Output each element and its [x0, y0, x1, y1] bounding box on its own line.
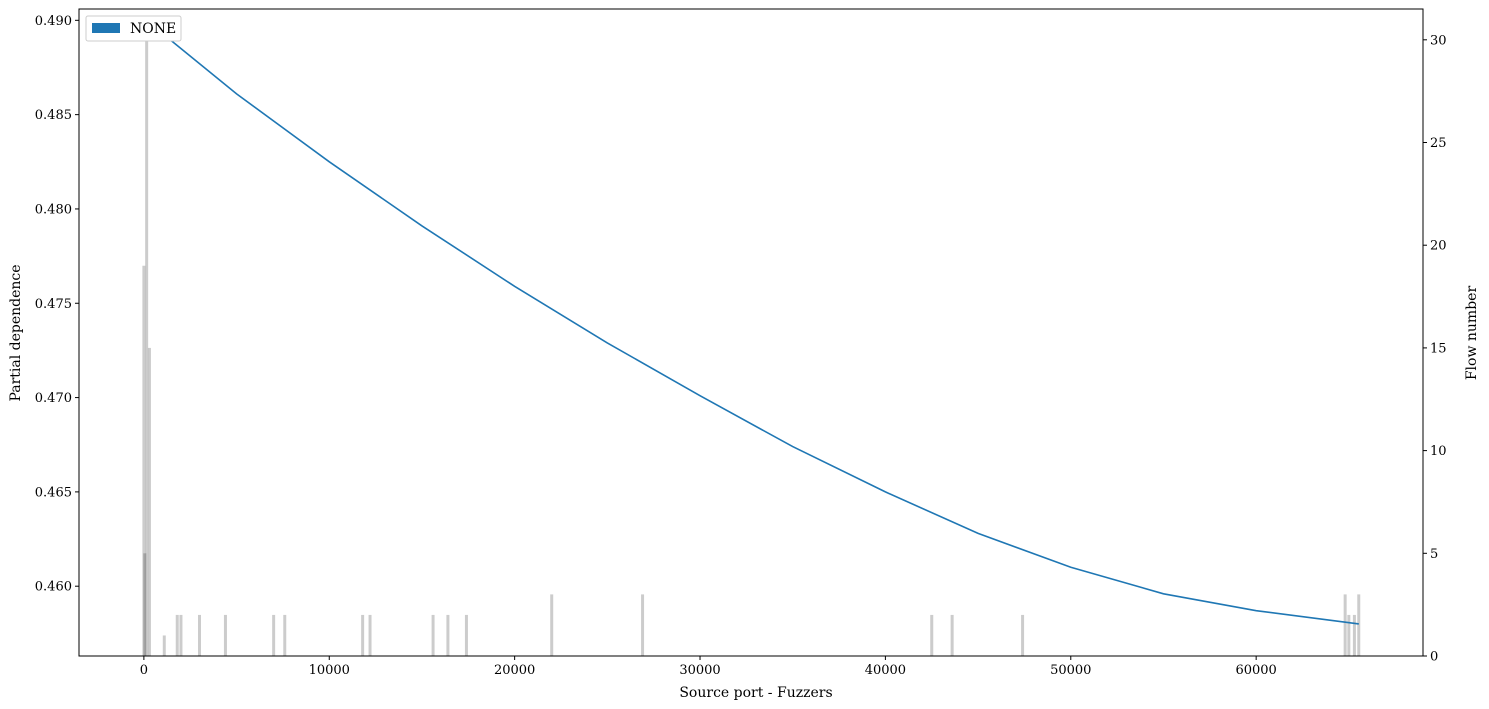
y-axis-label: Partial dependence — [8, 264, 24, 401]
legend-swatch — [92, 23, 120, 33]
histogram-bar — [641, 594, 645, 656]
histogram-bar — [550, 594, 554, 656]
x-tick-label: 60000 — [1235, 663, 1276, 678]
y2-tick-label: 15 — [1430, 341, 1447, 356]
y-tick-label: 0.465 — [35, 485, 72, 500]
histogram-bar — [1347, 614, 1351, 656]
histogram-bar — [175, 614, 179, 656]
y-tick-label: 0.470 — [35, 391, 72, 406]
histogram-bar — [162, 635, 166, 656]
y2-tick-label: 25 — [1430, 136, 1447, 151]
legend: NONE — [85, 15, 182, 42]
y2-tick-label: 20 — [1430, 239, 1447, 254]
x-tick-label: 0 — [140, 663, 148, 678]
y2-tick-label: 0 — [1430, 650, 1438, 665]
histogram-bar — [143, 553, 147, 656]
x-tick-label: 50000 — [1050, 663, 1091, 678]
plot-frame — [78, 8, 1424, 657]
y2-tick-label: 5 — [1430, 547, 1438, 562]
histogram-bar — [147, 347, 151, 656]
x-axis-label: Source port - Fuzzers — [679, 685, 832, 701]
y-axis-left: 0.460 0.465 0.470 0.475 0.480 0.485 0.490 — [35, 14, 79, 595]
histogram-bar — [431, 614, 435, 656]
legend-box — [85, 15, 182, 42]
histogram-bar — [283, 614, 287, 656]
y2-axis-label: Flow number — [1464, 286, 1480, 381]
y-tick-label: 0.490 — [35, 14, 72, 29]
x-tick-label: 10000 — [309, 663, 350, 678]
dependence-line-layer — [143, 17, 1359, 625]
y-tick-label: 0.475 — [35, 297, 72, 312]
histogram-bar — [142, 265, 146, 656]
histogram-bar — [446, 614, 450, 656]
y-tick-label: 0.485 — [35, 108, 72, 123]
histogram-bar — [1352, 614, 1356, 656]
histogram-bar — [1357, 594, 1361, 656]
histogram-bar — [145, 39, 149, 657]
histogram-bar — [197, 614, 201, 656]
histogram-bar — [950, 614, 954, 656]
histogram-bar — [272, 614, 276, 656]
flow-histogram — [142, 39, 1361, 657]
dependence-line — [143, 17, 1359, 625]
y-axis-right: 0 5 10 15 20 25 30 — [1423, 33, 1447, 665]
histogram-bar — [179, 614, 183, 656]
x-tick-label: 20000 — [494, 663, 535, 678]
histogram-bar — [930, 614, 934, 656]
x-tick-label: 40000 — [865, 663, 906, 678]
histogram-bar — [464, 614, 468, 656]
legend-label: NONE — [130, 21, 176, 37]
x-axis: 0 10000 20000 30000 40000 50000 60000 — [140, 656, 1277, 678]
histogram-bar — [361, 614, 365, 656]
histogram-bar — [1021, 614, 1025, 656]
histogram-bar — [223, 614, 227, 656]
histogram-bar — [1343, 594, 1347, 656]
x-tick-label: 30000 — [679, 663, 720, 678]
histogram-bar — [368, 614, 372, 656]
y2-tick-label: 10 — [1430, 444, 1447, 459]
y2-tick-label: 30 — [1430, 33, 1447, 48]
y-tick-label: 0.460 — [35, 580, 72, 595]
y-tick-label: 0.480 — [35, 202, 72, 217]
